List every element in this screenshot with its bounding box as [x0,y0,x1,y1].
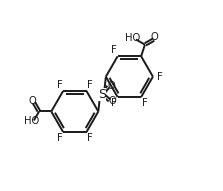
Text: F: F [57,80,62,90]
Text: O: O [108,96,116,106]
Text: F: F [111,98,117,108]
Text: F: F [87,80,93,90]
Text: F: F [157,72,163,82]
Text: O: O [107,81,115,91]
Text: HO: HO [125,33,140,43]
Text: HO: HO [24,116,39,126]
Text: O: O [28,96,36,106]
Text: F: F [142,98,148,108]
Text: S: S [98,88,106,101]
Text: O: O [151,32,158,42]
Text: F: F [111,45,117,55]
Text: F: F [57,133,62,143]
Text: F: F [87,133,93,143]
